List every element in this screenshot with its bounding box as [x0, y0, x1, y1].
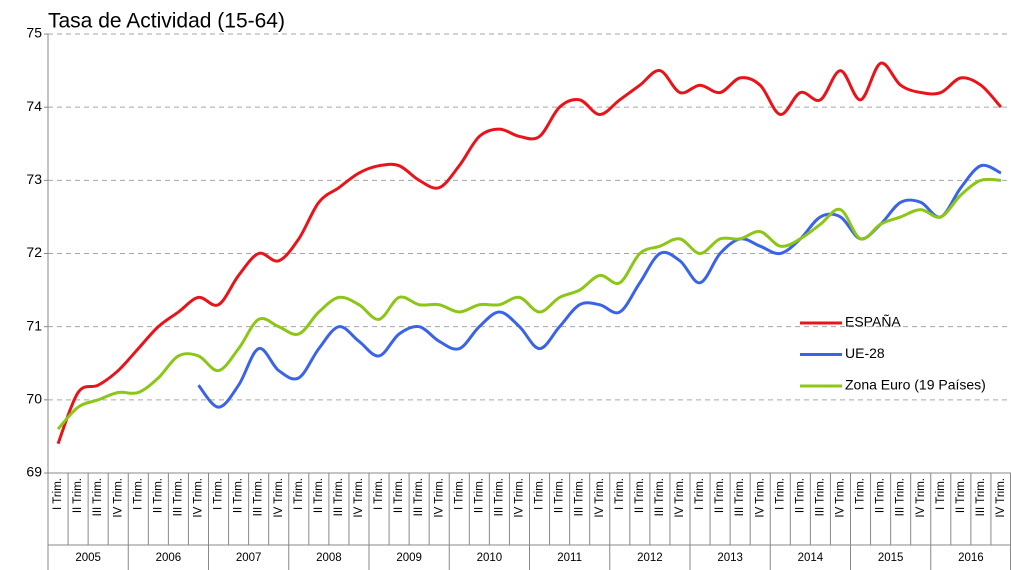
- x-tick-label: II Trim.: [72, 478, 84, 513]
- x-tick-label: II Trim.: [313, 478, 325, 513]
- x-tick-label: II Trim.: [794, 478, 806, 513]
- x-tick-label: I Trim.: [373, 478, 385, 510]
- chart-title: Tasa de Actividad (15-64): [48, 10, 285, 33]
- y-tick-label: 71: [26, 317, 42, 333]
- x-tick-label: III Trim.: [172, 478, 184, 516]
- x-tick-label: III Trim.: [253, 478, 265, 516]
- x-tick-label: II Trim.: [393, 478, 405, 513]
- x-tick-label: I Trim.: [935, 478, 947, 510]
- group-label: 2007: [236, 552, 262, 564]
- x-tick-label: III Trim.: [574, 478, 586, 516]
- legend-label: ESPAÑA: [845, 314, 901, 330]
- x-tick-label: IV Trim.: [754, 478, 766, 518]
- x-tick-label: III Trim.: [734, 478, 746, 516]
- y-tick-label: 69: [26, 464, 42, 480]
- x-tick-label: III Trim.: [413, 478, 425, 516]
- x-tick-label: II Trim.: [955, 478, 967, 513]
- x-tick-label: IV Trim.: [433, 478, 445, 518]
- group-label: 2005: [75, 552, 101, 564]
- group-label: 2015: [878, 552, 904, 564]
- x-tick-label: II Trim.: [554, 478, 566, 513]
- legend-label: UE-28: [845, 345, 885, 361]
- x-tick-label: III Trim.: [333, 478, 345, 516]
- x-tick-label: I Trim.: [694, 478, 706, 510]
- x-tick-label: I Trim.: [774, 478, 786, 510]
- group-label: 2012: [637, 552, 663, 564]
- x-tick-label: III Trim.: [814, 478, 826, 516]
- group-label: 2008: [316, 552, 342, 564]
- x-tick-label: II Trim.: [714, 478, 726, 513]
- line: [56, 61, 1003, 445]
- group-label: 2010: [477, 552, 503, 564]
- x-tick-label: II Trim.: [233, 478, 245, 513]
- x-tick-label: III Trim.: [975, 478, 987, 516]
- x-tick-label: I Trim.: [52, 478, 64, 510]
- x-tick-label: III Trim.: [895, 478, 907, 516]
- x-tick-label: I Trim.: [132, 478, 144, 510]
- y-tick-label: 74: [26, 98, 42, 114]
- group-label: 2014: [798, 552, 824, 564]
- x-tick-label: I Trim.: [213, 478, 225, 510]
- x-tick-label: IV Trim.: [594, 478, 606, 518]
- group-label: 2013: [717, 552, 743, 564]
- group-label: 2011: [557, 552, 582, 564]
- x-tick-label: IV Trim.: [112, 478, 124, 518]
- x-tick-label: III Trim.: [654, 478, 666, 516]
- legend-label: Zona Euro (19 Países): [845, 377, 986, 393]
- x-tick-label: I Trim.: [453, 478, 465, 510]
- y-tick-label: 72: [26, 244, 42, 260]
- x-tick-label: II Trim.: [473, 478, 485, 513]
- y-tick-label: 70: [26, 391, 42, 407]
- x-tick-label: I Trim.: [614, 478, 626, 510]
- x-tick-label: II Trim.: [152, 478, 164, 513]
- x-tick-label: IV Trim.: [193, 478, 205, 518]
- x-tick-label: III Trim.: [92, 478, 104, 516]
- y-tick-label: 73: [26, 171, 42, 187]
- line: [56, 177, 1002, 431]
- x-tick-label: IV Trim.: [674, 478, 686, 518]
- x-tick-label: I Trim.: [293, 478, 305, 510]
- x-tick-label: IV Trim.: [835, 478, 847, 518]
- x-tick-label: II Trim.: [634, 478, 646, 513]
- x-tick-label: IV Trim.: [353, 478, 365, 518]
- x-tick-label: IV Trim.: [514, 478, 526, 518]
- group-label: 2009: [396, 552, 422, 564]
- x-tick-label: III Trim.: [493, 478, 505, 516]
- x-tick-label: I Trim.: [534, 478, 546, 510]
- x-tick-label: IV Trim.: [273, 478, 285, 518]
- x-tick-label: IV Trim.: [915, 478, 927, 518]
- x-tick-label: I Trim.: [855, 478, 867, 510]
- group-label: 2006: [156, 552, 182, 564]
- group-label: 2016: [958, 552, 984, 564]
- x-tick-label: IV Trim.: [995, 478, 1007, 518]
- y-tick-label: 75: [26, 25, 42, 41]
- x-tick-label: II Trim.: [875, 478, 887, 513]
